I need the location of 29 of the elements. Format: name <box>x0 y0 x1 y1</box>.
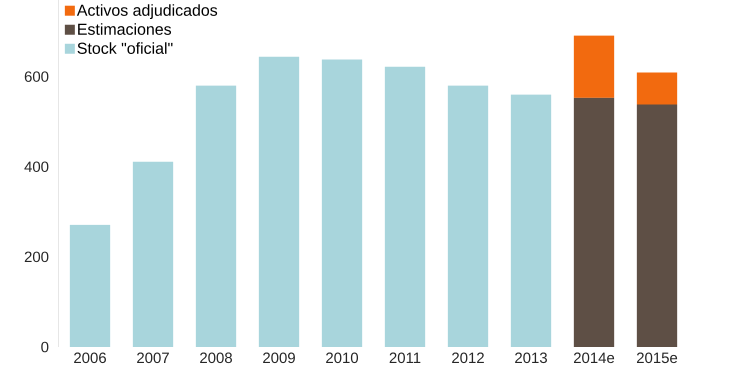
bar <box>510 94 552 347</box>
y-tick-label: 400 <box>24 161 48 172</box>
bar <box>322 59 362 347</box>
bar <box>384 66 426 347</box>
bar <box>196 86 236 347</box>
x-tick-label: 2011 <box>390 352 420 364</box>
bar <box>574 36 614 98</box>
bar <box>636 72 678 105</box>
bar <box>258 56 300 347</box>
x-tick-label: 2008 <box>200 352 232 364</box>
bar <box>448 86 488 347</box>
bar <box>636 104 678 347</box>
legend-label: Activos adjudicados <box>76 4 218 20</box>
x-tick-label: 2006 <box>74 352 106 364</box>
legend-label: Stock "oficial" <box>78 42 173 54</box>
legend-label: Estimaciones <box>78 23 172 35</box>
bar <box>70 224 110 347</box>
x-tick-label: 2009 <box>263 352 295 364</box>
x-tick-label: 2013 <box>515 352 547 364</box>
x-tick-label: 2012 <box>452 352 484 364</box>
bar <box>574 98 614 347</box>
x-tick-label: 2010 <box>326 352 358 364</box>
x-tick-label: 2014e <box>574 352 614 364</box>
y-tick-label: 200 <box>24 252 48 262</box>
y-tick-label: 0 <box>41 342 48 352</box>
x-tick-label: 2015e <box>636 352 678 364</box>
y-tick-label: 600 <box>24 71 48 82</box>
x-tick-label: 2007 <box>137 352 169 364</box>
bar <box>132 162 174 347</box>
